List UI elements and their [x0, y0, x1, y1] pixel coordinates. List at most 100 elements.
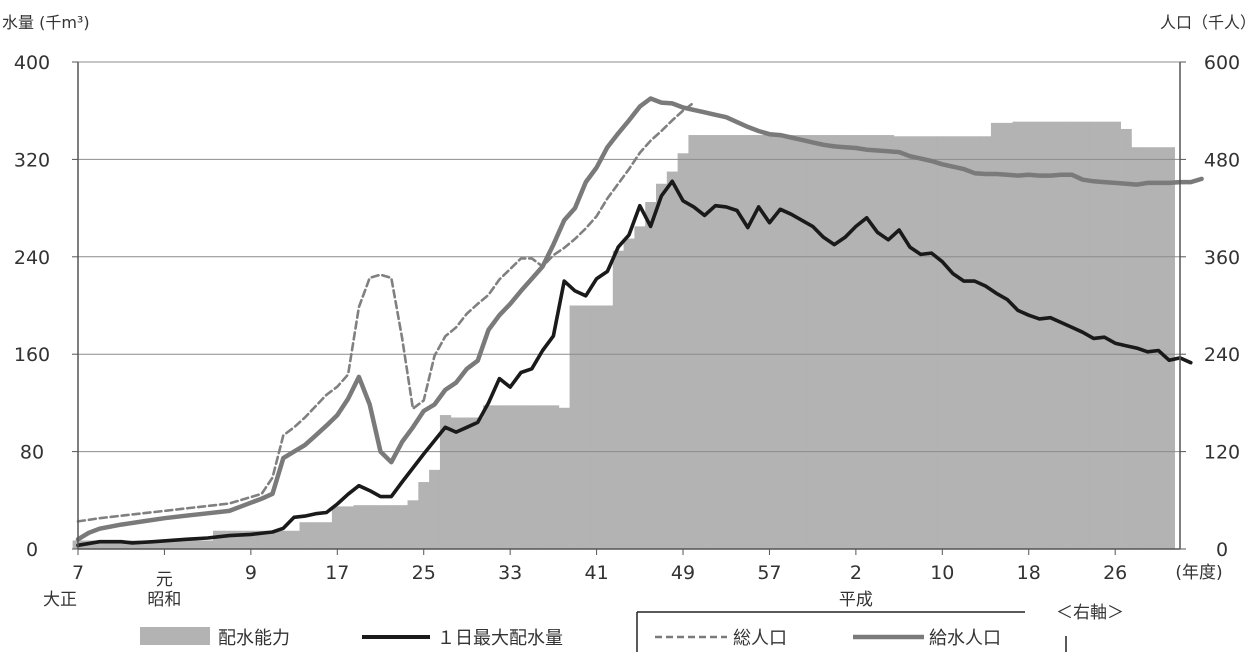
- capacity-bar: [861, 135, 873, 550]
- y-left-tick-label: 80: [20, 442, 44, 464]
- capacity-bar: [202, 540, 214, 549]
- y-right-tick-label: 480: [1204, 149, 1240, 171]
- y-left-tick-label: 240: [14, 247, 50, 269]
- capacity-bar: [796, 135, 808, 550]
- capacity-bar: [396, 505, 408, 549]
- capacity-bar: [407, 500, 419, 549]
- capacity-bar: [1098, 121, 1111, 549]
- capacity-bar: [256, 530, 268, 549]
- x-tick-label: 元: [156, 570, 173, 590]
- legend-total-pop-label: 総人口: [733, 628, 787, 649]
- right-axis-label: 人口（千人）: [1160, 13, 1256, 32]
- capacity-bar: [364, 505, 376, 549]
- capacity-bar: [288, 530, 300, 549]
- capacity-bar: [1077, 121, 1089, 549]
- capacity-bar: [191, 540, 203, 549]
- capacity-bar: [1012, 121, 1024, 549]
- series-line-max-daily: [76, 179, 1193, 548]
- y-right-tick-label: 240: [1204, 344, 1240, 366]
- y-right-tick-label: 0: [1216, 539, 1228, 561]
- legend-capacity-swatch: [140, 627, 210, 645]
- capacity-bar: [904, 136, 916, 549]
- x-tick-label: 17: [325, 562, 349, 584]
- capacity-bar: [429, 469, 441, 549]
- x-tick-label: 57: [757, 562, 781, 584]
- capacity-bar: [882, 135, 895, 550]
- capacity-bar: [537, 405, 549, 549]
- capacity-bar: [591, 305, 603, 549]
- y-tick-labels: 400 600 320 480 240 360 160 240 80 120 0 0: [14, 52, 1240, 561]
- x-tick-label: 41: [584, 562, 608, 584]
- capacity-bars: [72, 121, 1175, 550]
- capacity-bar: [958, 136, 970, 549]
- capacity-bar: [969, 136, 981, 549]
- capacity-bar: [526, 405, 538, 549]
- x-tick-label: 9: [245, 562, 257, 584]
- capacity-bar: [169, 540, 182, 549]
- y-left-tick-label: 400: [14, 52, 50, 74]
- capacity-bar: [1066, 121, 1078, 549]
- era-label: 昭和: [147, 590, 181, 610]
- legend-max-daily-label: １日最大配水量: [437, 628, 563, 649]
- capacity-bar: [267, 530, 279, 549]
- x-tick-label: 26: [1103, 562, 1127, 584]
- capacity-bar: [418, 482, 430, 549]
- x-tick-label: 2: [850, 562, 862, 584]
- legend-capacity-label: 配水能力: [218, 628, 290, 649]
- capacity-bar: [342, 506, 354, 549]
- capacity-bar: [375, 505, 387, 549]
- x-tick-label: 10: [930, 562, 954, 584]
- capacity-bar: [818, 135, 830, 550]
- capacity-bar: [245, 530, 257, 549]
- capacity-bar: [385, 505, 398, 549]
- capacity-bar: [893, 136, 905, 549]
- capacity-bar: [137, 540, 149, 549]
- capacity-bar: [990, 122, 1003, 550]
- capacity-bar: [547, 405, 560, 549]
- capacity-bar: [472, 417, 484, 549]
- capacity-bar: [764, 135, 776, 550]
- capacity-bar: [656, 183, 668, 549]
- capacity-bar: [450, 417, 462, 549]
- capacity-bar: [148, 540, 160, 549]
- legend: 配水能力 １日最大配水量 総人口 給水人口 ＜右軸＞: [140, 603, 1124, 652]
- capacity-bar: [321, 522, 333, 549]
- y-right-tick-label: 600: [1204, 52, 1240, 74]
- y-left-tick-label: 160: [14, 344, 50, 366]
- era-label: 大正: [43, 590, 77, 610]
- capacity-bar: [483, 405, 495, 549]
- left-axis-label: 水量 (千m³): [2, 13, 90, 32]
- capacity-bar: [688, 135, 700, 550]
- capacity-bar: [710, 135, 722, 550]
- capacity-bar: [926, 136, 938, 549]
- capacity-bar: [277, 530, 290, 549]
- capacity-bar: [493, 405, 506, 549]
- capacity-bar: [504, 405, 516, 549]
- capacity-bar: [601, 305, 614, 549]
- capacity-bar: [515, 405, 527, 549]
- capacity-bar: [742, 135, 754, 550]
- era-label: 平成: [839, 590, 873, 610]
- series-line-served-pop: [75, 96, 1204, 542]
- capacity-bar: [1023, 121, 1035, 549]
- capacity-bar: [1109, 121, 1121, 549]
- capacity-bar: [980, 136, 992, 549]
- capacity-bar: [720, 135, 733, 550]
- capacity-bar: [785, 135, 797, 550]
- x-tick-labels: 7 元 9 17 25 33 41 49 57 2 10 18 26 大正 昭和 平成: [43, 549, 1127, 610]
- series-line-total-pop: [76, 101, 696, 523]
- capacity-bar: [331, 506, 344, 549]
- gridlines: [78, 61, 1180, 453]
- capacity-bar: [115, 540, 128, 549]
- capacity-bar: [353, 505, 365, 549]
- capacity-bar: [180, 540, 192, 549]
- series-lines: [75, 96, 1204, 548]
- capacity-bar: [310, 522, 322, 549]
- capacity-bar: [461, 417, 473, 549]
- capacity-bar: [213, 530, 225, 549]
- capacity-bar: [439, 415, 452, 549]
- capacity-bar: [731, 135, 743, 550]
- capacity-bar: [126, 540, 138, 549]
- y-right-tick-label: 120: [1204, 442, 1240, 464]
